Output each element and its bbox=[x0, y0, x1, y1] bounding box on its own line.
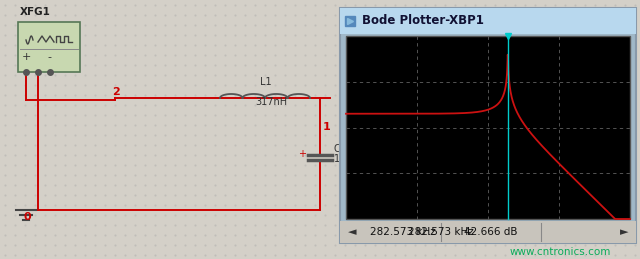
Bar bbox=[18, 22, 80, 72]
Text: 1uF: 1uF bbox=[334, 154, 352, 164]
Text: 282.573 kHz: 282.573 kHz bbox=[370, 227, 436, 237]
Text: C1: C1 bbox=[334, 144, 347, 154]
Text: 42.666 dB: 42.666 dB bbox=[464, 227, 518, 237]
Text: ►: ► bbox=[620, 227, 628, 237]
Text: 0: 0 bbox=[24, 212, 31, 222]
Text: 317nH: 317nH bbox=[255, 97, 287, 107]
Text: XFG1: XFG1 bbox=[20, 7, 51, 17]
Bar bbox=[340, 8, 636, 243]
Bar bbox=[346, 36, 630, 219]
Text: -: - bbox=[47, 52, 51, 62]
Text: 2: 2 bbox=[112, 87, 120, 97]
Text: L1: L1 bbox=[260, 77, 271, 87]
Text: +: + bbox=[298, 149, 306, 159]
Bar bbox=[340, 221, 636, 243]
Text: 282.573 kHz: 282.573 kHz bbox=[408, 227, 474, 237]
Text: +: + bbox=[21, 52, 31, 62]
Text: ◄: ◄ bbox=[348, 227, 356, 237]
Text: 1: 1 bbox=[323, 122, 331, 132]
Text: www.cntronics.com: www.cntronics.com bbox=[510, 247, 611, 257]
Bar bbox=[340, 8, 636, 34]
Text: Bode Plotter-XBP1: Bode Plotter-XBP1 bbox=[362, 15, 484, 27]
